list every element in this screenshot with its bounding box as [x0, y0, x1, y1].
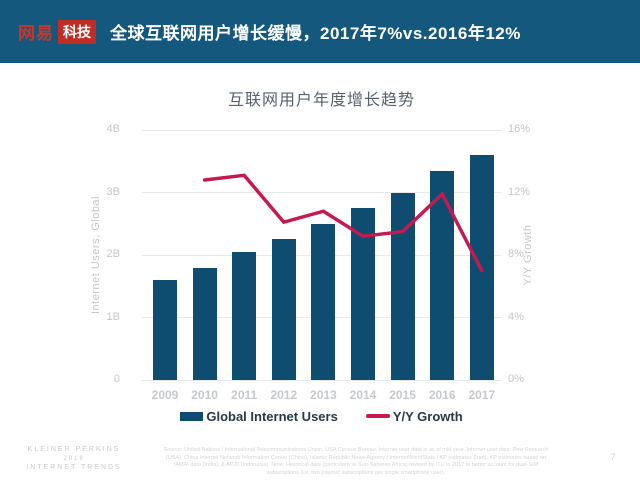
right-tick-label: 0%: [508, 373, 524, 385]
bar-2013: [311, 223, 336, 380]
netease-tech-logo: 网易 科技: [18, 19, 96, 44]
right-tick-label: 12%: [508, 185, 531, 198]
brand-line: KLEINER PERKINS: [27, 446, 121, 453]
chart-legend: Global Internet Users Y/Y Growth: [142, 407, 501, 425]
netease-logo-text: 网易: [18, 24, 54, 43]
right-tick-label: 4%: [508, 310, 524, 323]
brand-line: INTERNET TRENDS: [26, 464, 122, 471]
growth-line: [202, 173, 484, 273]
legend-label: Y/Y Growth: [392, 408, 463, 424]
right-axis-title: Y/Y Growth: [522, 224, 534, 286]
left-tick-label: 4B: [106, 123, 120, 135]
left-tick-label: 1B: [106, 310, 120, 323]
left-tick-label: 3B: [106, 185, 120, 198]
gridline: [142, 192, 501, 193]
kleiner-perkins-brand: KLEINER PERKINS 2018 INTERNET TRENDS: [8, 445, 140, 473]
x-label-2010: 2010: [191, 388, 218, 402]
bar-2012: [271, 239, 296, 380]
chart-title: 互联网用户年度增长趋势: [227, 92, 415, 109]
bar-2009: [153, 280, 177, 380]
brand-line: 2018: [63, 456, 85, 462]
legend-line-swatch: [365, 414, 390, 418]
left-tick-label: 2B: [106, 248, 120, 260]
bar-2010: [192, 267, 217, 380]
gridline: [142, 129, 501, 131]
line-series: [202, 173, 484, 273]
tech-logo-badge: 科技: [58, 19, 96, 44]
source-note: Source: United Nations / International T…: [163, 447, 549, 476]
bar-2011: [232, 251, 257, 380]
legend-item: Y/Y Growth: [365, 408, 463, 424]
gridline: [142, 379, 501, 381]
x-label-2012: 2012: [270, 388, 298, 402]
legend-bar-swatch: [180, 411, 204, 421]
article-title: 全球互联网用户增长缓慢，2017年7%vs.2016年12%: [110, 24, 521, 43]
x-label-2009: 2009: [151, 388, 179, 402]
left-axis-title: Internet Users, Global: [90, 196, 102, 314]
right-tick-label: 16%: [508, 123, 531, 135]
x-label-2017: 2017: [468, 388, 496, 402]
x-label-2013: 2013: [310, 388, 337, 402]
header-bar: 网易 科技 全球互联网用户增长缓慢，2017年7%vs.2016年12%: [0, 0, 640, 63]
legend-item: Global Internet Users: [180, 408, 338, 424]
legend-label: Global Internet Users: [206, 408, 338, 424]
left-tick-label: 0: [113, 373, 120, 385]
bar-2016: [430, 170, 455, 380]
x-label-2011: 2011: [231, 388, 258, 402]
right-tick-label: 8%: [508, 248, 524, 260]
x-label-2016: 2016: [428, 388, 456, 402]
x-label-2015: 2015: [389, 388, 416, 402]
page-number: 7: [610, 452, 616, 462]
x-label-2014: 2014: [349, 388, 377, 402]
